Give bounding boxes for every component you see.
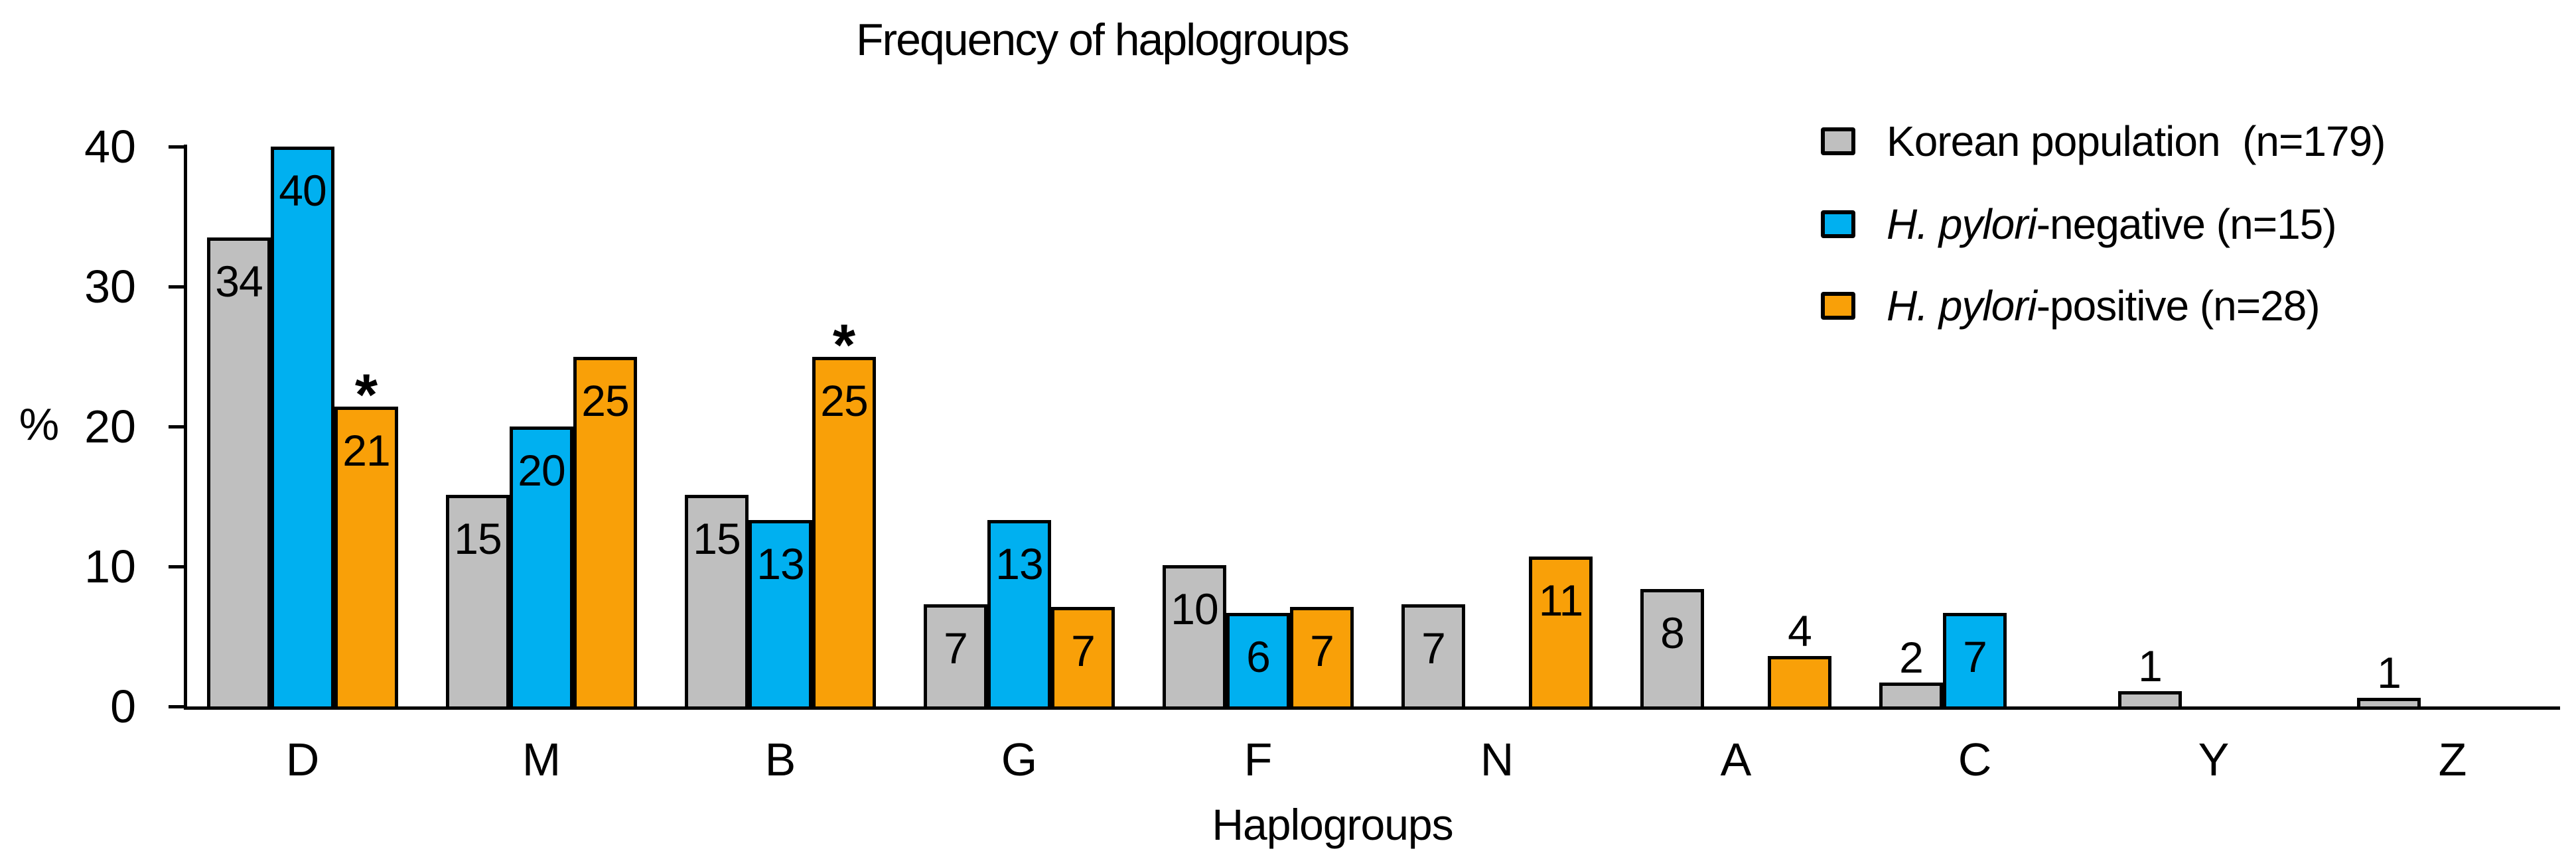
bar	[271, 147, 334, 710]
category-label: B	[764, 734, 796, 785]
bar-label: 11	[1538, 576, 1584, 626]
bar-label: 10	[1171, 584, 1218, 633]
category-label: N	[1480, 734, 1514, 785]
x-axis-title: Haplogroups	[1212, 800, 1453, 849]
y-tick-label: 0	[110, 681, 136, 732]
bar-label: 34	[215, 257, 263, 306]
x-axis-line	[184, 706, 2560, 710]
bar	[510, 427, 573, 710]
bar	[446, 495, 510, 710]
bar	[987, 520, 1051, 710]
y-tick-label: 40	[84, 121, 136, 172]
y-tick	[169, 565, 184, 568]
bar	[2357, 698, 2421, 710]
bar-label: 7	[1421, 623, 1446, 673]
bar	[334, 407, 398, 710]
y-tick-label: 10	[84, 541, 136, 592]
bar	[207, 237, 271, 710]
bar-label: 1	[2377, 648, 2401, 698]
bar-label: 7	[1963, 631, 1987, 681]
y-tick	[169, 285, 184, 289]
category-label: Y	[2198, 734, 2230, 785]
y-axis-line	[184, 145, 187, 710]
legend-label-text: -negative (n=15)	[2036, 200, 2337, 248]
category-label: M	[522, 734, 561, 785]
bar-label: 21	[342, 426, 390, 476]
legend-item: H. pylori-positive (n=28)	[1821, 276, 2321, 336]
bar-label: 25	[581, 375, 629, 425]
legend-label-text: Korean population (n=179)	[1887, 117, 2386, 165]
bar-label: 7	[944, 623, 968, 673]
bar	[1879, 683, 1943, 710]
y-tick	[169, 425, 184, 428]
bar	[1640, 588, 1704, 710]
bar	[1051, 607, 1115, 710]
legend-swatch	[1821, 292, 1855, 320]
bar-label: 7	[1310, 626, 1334, 676]
bar	[1163, 564, 1226, 710]
y-tick-label: 30	[84, 261, 136, 312]
category-label: D	[285, 734, 320, 785]
bar-label: 15	[454, 514, 502, 564]
bar	[1290, 607, 1354, 710]
bar-label: 2	[1899, 633, 1924, 683]
bar-label: 13	[995, 539, 1043, 589]
category-label: G	[1001, 734, 1038, 785]
bar	[1401, 604, 1465, 710]
bar-label: 1	[2138, 641, 2163, 691]
legend-label: Korean population (n=179)	[1887, 111, 2386, 171]
category-label: F	[1244, 734, 1273, 785]
bar	[573, 356, 637, 710]
bar-label: 4	[1788, 606, 1812, 656]
bar	[1226, 612, 1290, 710]
bar	[1529, 557, 1593, 710]
legend-swatch	[1821, 127, 1855, 155]
significance-asterisk: *	[832, 311, 856, 377]
bar-label: 15	[693, 514, 741, 564]
chart-title: Frequency of haplogroups	[855, 15, 1350, 65]
bar	[1943, 612, 2007, 710]
legend-item: Korean population (n=179)	[1821, 111, 2386, 171]
y-axis-unit-label: %	[19, 399, 60, 450]
legend-swatch	[1821, 210, 1855, 238]
bar-label: 40	[279, 166, 326, 215]
legend-label-italic: H. pylori	[1887, 282, 2037, 330]
bar-label: 7	[1071, 626, 1096, 676]
bar-label: 20	[518, 446, 565, 495]
bar	[749, 520, 812, 710]
y-tick	[169, 705, 184, 708]
bar-label: 13	[756, 539, 804, 589]
legend-item: H. pylori-negative (n=15)	[1821, 194, 2337, 254]
legend-label-text: -positive (n=28)	[2036, 282, 2321, 330]
bar	[924, 604, 987, 710]
category-label: Z	[2438, 734, 2467, 785]
significance-asterisk: *	[354, 362, 378, 428]
bar	[2118, 691, 2182, 710]
bar	[812, 356, 876, 710]
bar	[685, 495, 749, 710]
bar-label: 8	[1660, 608, 1685, 657]
bar	[1768, 656, 1831, 710]
bar-label: 25	[820, 375, 868, 425]
y-tick-label: 20	[84, 401, 136, 452]
y-tick	[169, 145, 184, 149]
legend-label: H. pylori-positive (n=28)	[1887, 276, 2321, 336]
category-label: A	[1720, 734, 1752, 785]
legend-label: H. pylori-negative (n=15)	[1887, 194, 2337, 254]
bar-label: 6	[1246, 631, 1271, 681]
category-label: C	[1958, 734, 1992, 785]
legend-label-italic: H. pylori	[1887, 200, 2037, 248]
